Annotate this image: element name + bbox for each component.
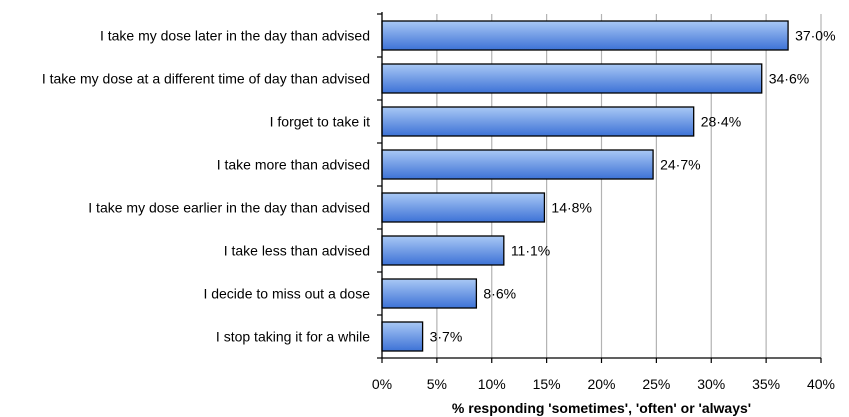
bar: [381, 149, 654, 180]
category-label: I take my dose later in the day than adv…: [100, 28, 370, 44]
x-tick-label: 25%: [642, 376, 670, 392]
x-axis-title: % responding 'sometimes', 'often' or 'al…: [452, 400, 751, 416]
data-label: 24·7%: [660, 157, 700, 173]
x-tick-label: 40%: [807, 376, 835, 392]
bar: [381, 20, 789, 51]
data-label: 8·6%: [483, 286, 516, 302]
x-tick-label: 15%: [533, 376, 561, 392]
category-label: I stop taking it for a while: [216, 329, 370, 345]
axes: [377, 12, 822, 363]
x-tick-label: 5%: [427, 376, 447, 392]
x-tick-label: 10%: [478, 376, 506, 392]
bar: [381, 106, 695, 137]
x-tick-label: 20%: [587, 376, 615, 392]
x-tick-label: 35%: [752, 376, 780, 392]
category-label: I decide to miss out a dose: [203, 286, 370, 302]
bars: [381, 20, 789, 352]
data-label: 28·4%: [701, 114, 741, 130]
bar: [381, 278, 478, 309]
category-label: I take my dose at a different time of da…: [42, 71, 370, 87]
bar: [381, 321, 424, 352]
x-tick-label: 30%: [697, 376, 725, 392]
data-labels: 37·0% 34·6% 28·4% 24·7% 14·8% 11·1% 8·6% 3·7%: [430, 28, 836, 345]
x-tick-label: 0%: [372, 376, 392, 392]
category-label: I forget to take it: [270, 114, 370, 130]
data-label: 11·1%: [511, 243, 550, 259]
category-label: I take more than advised: [217, 157, 370, 173]
data-label: 37·0%: [795, 28, 835, 44]
bar: [381, 63, 763, 94]
data-label: 3·7%: [430, 329, 463, 345]
category-label: I take less than advised: [224, 243, 370, 259]
data-label: 14·8%: [551, 200, 591, 216]
category-labels: I take my dose later in the day than adv…: [42, 28, 370, 345]
category-label: I take my dose earlier in the day than a…: [88, 200, 370, 216]
bar: [381, 192, 546, 223]
x-tick-labels: 0% 5% 10% 15% 20% 25% 30% 35% 40%: [372, 376, 835, 392]
data-label: 34·6%: [769, 71, 809, 87]
bar: [381, 235, 505, 266]
